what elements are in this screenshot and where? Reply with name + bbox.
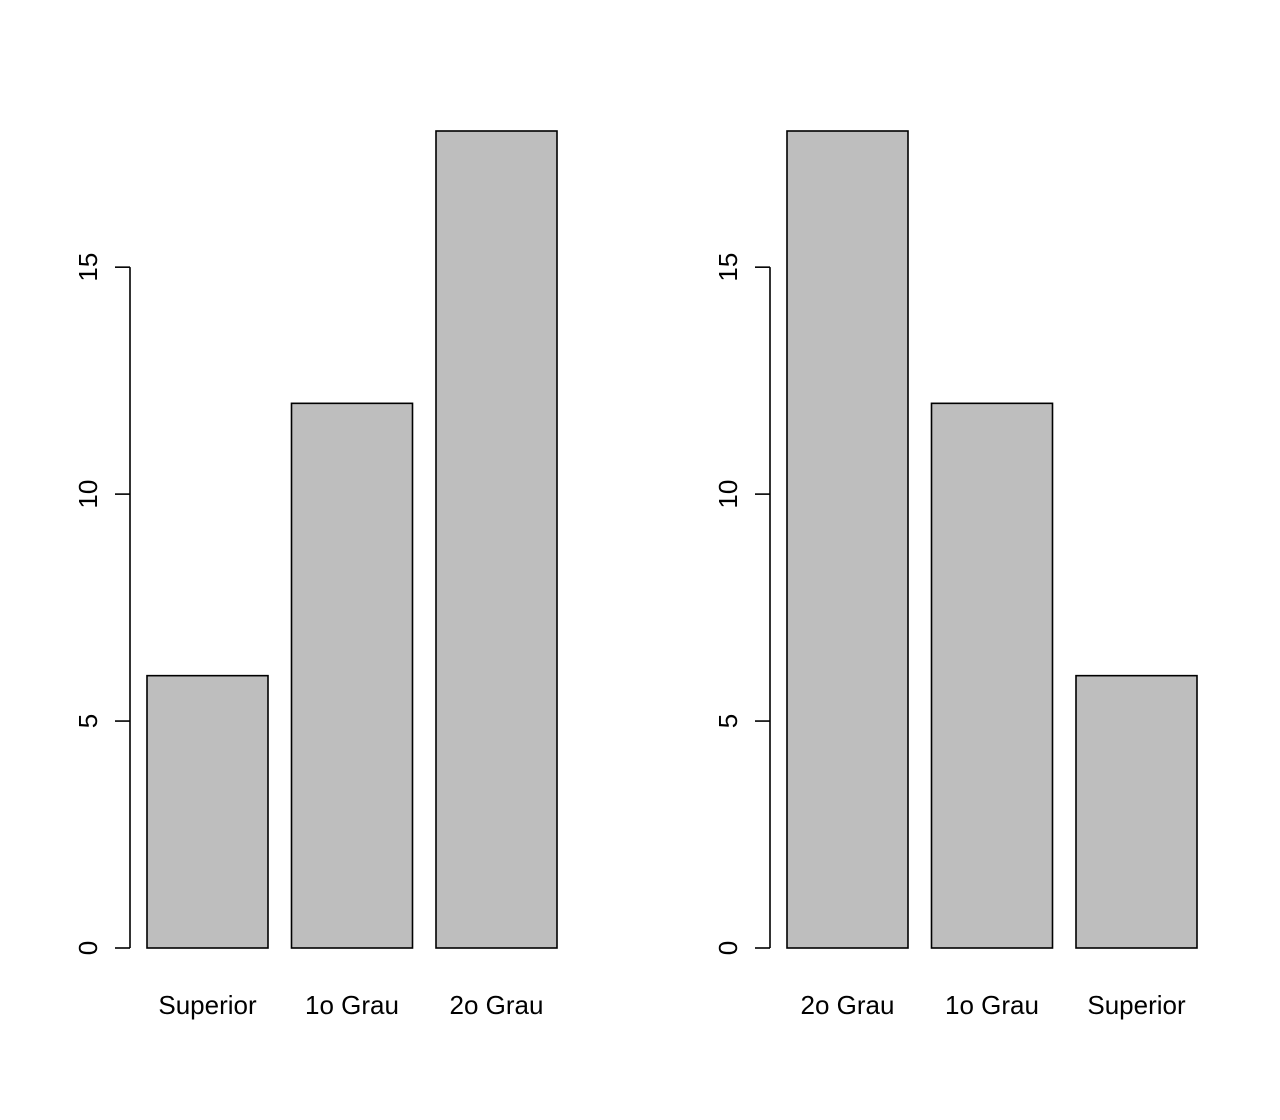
y-tick-label: 10 [73,480,103,509]
y-tick-label: 10 [713,480,743,509]
bar-superior [146,674,269,949]
category-label: 1o Grau [305,990,399,1020]
category-label: Superior [158,990,257,1020]
y-tick-label: 5 [73,714,103,728]
y-tick-label: 0 [713,941,743,955]
category-label: 2o Grau [801,990,895,1020]
category-label: 1o Grau [945,990,1039,1020]
category-label: 2o Grau [450,990,544,1020]
bar-1o-grau [930,402,1054,949]
y-tick-label: 5 [713,714,743,728]
bar-superior [1075,674,1198,949]
y-tick-label: 0 [73,941,103,955]
y-tick-label: 15 [73,253,103,282]
y-tick-label: 15 [713,253,743,282]
bar-2o-grau [435,130,558,949]
right-bar-chart: 2o Grau 1o Grau Superior 0 5 10 15 [713,130,1198,1020]
left-bar-chart: Superior 1o Grau 2o Grau 0 5 10 15 [73,130,558,1020]
bar-2o-grau [786,130,909,949]
category-label: Superior [1087,990,1186,1020]
bar-1o-grau [290,402,414,949]
